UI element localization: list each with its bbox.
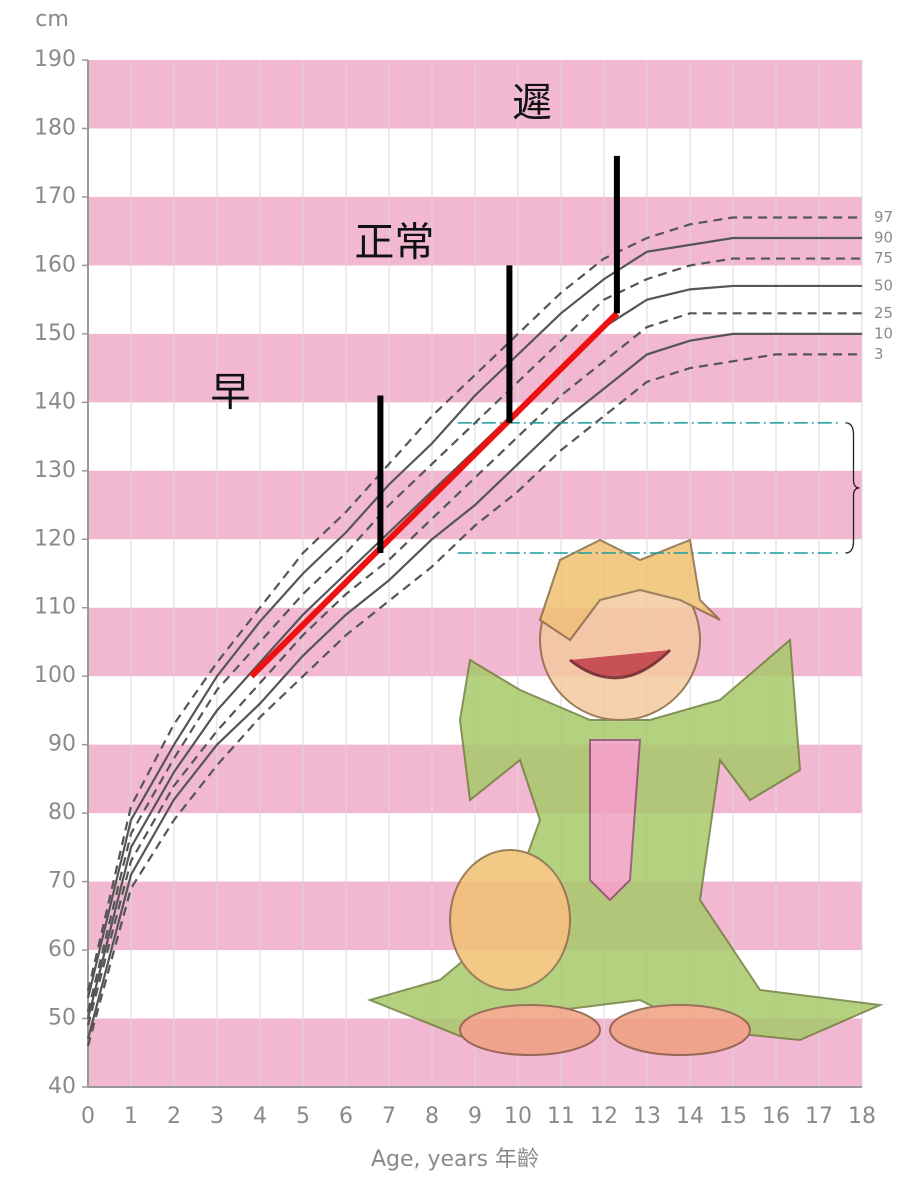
- y-tick-label: 130: [34, 458, 76, 483]
- x-tick-label: 13: [633, 1104, 661, 1129]
- y-tick-label: 180: [34, 115, 76, 140]
- legend-label: 75: [874, 249, 893, 267]
- legend-label: 50: [874, 276, 893, 294]
- plot: 97 90 75 50 25 10 3 早 正常 遲: [86, 80, 893, 1047]
- marker-label: 早: [210, 369, 250, 415]
- y-tick-label: 170: [34, 184, 76, 209]
- x-tick-label: 11: [547, 1104, 575, 1129]
- x-tick-label: 2: [167, 1104, 181, 1129]
- percentile-line: [86, 236, 862, 999]
- x-tick-label: 12: [590, 1104, 618, 1129]
- brace: [845, 422, 860, 554]
- y-tick-label: 150: [34, 321, 76, 346]
- legend-label: 90: [874, 229, 893, 247]
- legend-label: 97: [874, 208, 893, 226]
- x-tick-label: 3: [210, 1104, 224, 1129]
- trend-line: [249, 311, 620, 679]
- x-tick-label: 9: [468, 1104, 482, 1129]
- cartoon: [366, 538, 884, 1056]
- x-tick-label: 4: [253, 1104, 267, 1129]
- legend-label: 25: [874, 304, 893, 322]
- grid: 4050607080901001101201301401501601701801…: [34, 47, 876, 1129]
- x-tick-label: 6: [339, 1104, 353, 1129]
- x-tick-label: 0: [81, 1104, 95, 1129]
- x-tick-label: 15: [719, 1104, 747, 1129]
- marker-label: 正常: [354, 219, 434, 265]
- y-unit: cm: [35, 7, 69, 32]
- percentile-line: [86, 216, 862, 992]
- y-tick-label: 40: [48, 1074, 76, 1099]
- x-tick-label: 5: [296, 1104, 310, 1129]
- y-tick-label: 50: [48, 1006, 76, 1031]
- percentile-line: [86, 312, 862, 1026]
- y-tick-label: 120: [34, 526, 76, 551]
- x-tick-label: 1: [124, 1104, 138, 1129]
- x-tick-label: 8: [425, 1104, 439, 1129]
- x-tick-label: 16: [762, 1104, 790, 1129]
- marker-label: 遲: [512, 80, 552, 126]
- x-tick-label: 18: [848, 1104, 876, 1129]
- y-tick-label: 100: [34, 663, 76, 688]
- percentile-line: [86, 353, 862, 1047]
- x-tick-label: 7: [382, 1104, 396, 1129]
- legend-label: 3: [874, 345, 884, 363]
- x-tick-label: 10: [504, 1104, 532, 1129]
- percentile-line: [86, 257, 862, 1012]
- x-tick-label: 14: [676, 1104, 704, 1129]
- y-tick-label: 70: [48, 869, 76, 894]
- y-tick-label: 60: [48, 937, 76, 962]
- y-tick-label: 80: [48, 800, 76, 825]
- percentile-line: [86, 332, 862, 1040]
- y-tick-label: 140: [34, 389, 76, 414]
- x-tick-label: 17: [805, 1104, 833, 1129]
- x-axis-title: Age, years 年齡: [371, 1147, 539, 1172]
- legend-label: 10: [874, 324, 893, 342]
- y-tick-label: 190: [34, 47, 76, 72]
- y-tick-label: 110: [34, 595, 76, 620]
- y-tick-label: 90: [48, 732, 76, 757]
- y-tick-label: 160: [34, 252, 76, 277]
